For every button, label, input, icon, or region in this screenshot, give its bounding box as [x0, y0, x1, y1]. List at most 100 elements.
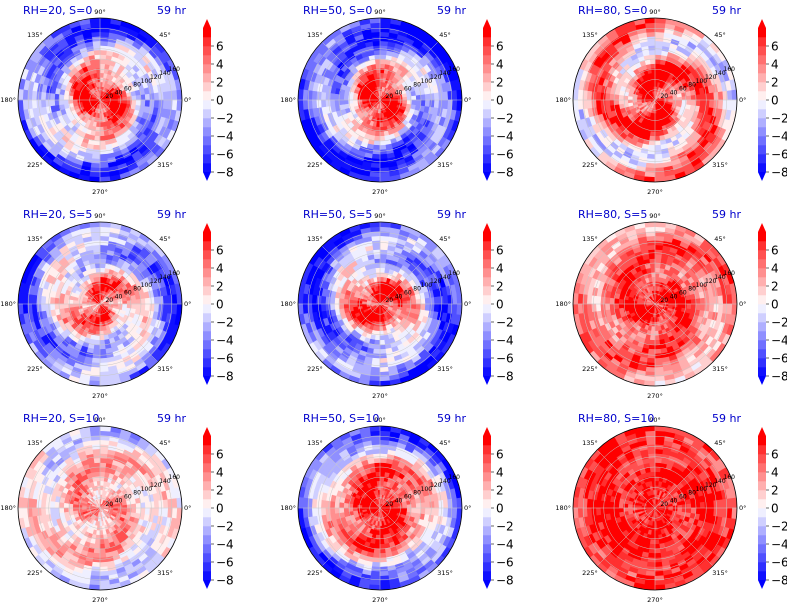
field-cell: [18, 292, 24, 305]
field-cell: [149, 303, 155, 312]
field-cell: [99, 140, 107, 146]
field-cell: [406, 99, 413, 105]
field-cell: [93, 348, 101, 355]
field-cell: [153, 99, 160, 109]
field-cell: [379, 285, 383, 291]
polar-grid: [297, 17, 463, 183]
field-cell: [99, 144, 107, 151]
field-cell: [402, 99, 408, 104]
field-cell: [91, 153, 101, 160]
field-cell: [140, 303, 146, 311]
field-cell: [49, 297, 56, 305]
field-cell: [94, 339, 101, 346]
field-cell: [97, 317, 101, 323]
field-cell: [373, 258, 381, 264]
field-cell: [429, 296, 435, 305]
field-cell: [646, 40, 656, 47]
angle-tick-label: 180°: [0, 300, 16, 308]
field-cell: [708, 91, 715, 101]
radial-tick-label: 60: [679, 85, 687, 92]
field-cell: [654, 285, 658, 291]
angular-gridline: [99, 41, 159, 101]
field-cell: [372, 45, 381, 51]
polar-frame: [17, 17, 183, 183]
field-cell: [379, 348, 387, 355]
colorbar-segment: [203, 145, 211, 155]
radial-tick-label: 20: [105, 297, 113, 304]
field-cell: [334, 303, 340, 311]
angular-gridline: [99, 99, 159, 159]
colorbar-tick-label: 0: [771, 94, 779, 108]
colorbar-segment: [203, 241, 211, 251]
colorbar-tick-label: 2: [771, 76, 779, 90]
field-cell: [379, 63, 386, 69]
angle-tick-label: 90°: [649, 8, 661, 16]
radial-tick-label: 20: [385, 93, 393, 100]
angular-gridline: [596, 99, 656, 159]
field-cell: [72, 96, 78, 101]
colorbar-segment: [483, 127, 491, 137]
field-cell: [379, 267, 386, 273]
field-cell: [96, 326, 101, 332]
colorbar-tick-label: −8: [496, 370, 514, 384]
field-cell: [45, 92, 51, 101]
field-cell: [329, 303, 336, 311]
polar-grid: [572, 17, 738, 183]
colorbar-tick-label: 0: [216, 94, 224, 108]
field-cell: [91, 40, 101, 47]
field-cell: [609, 93, 615, 101]
field-cell: [298, 292, 304, 305]
radial-tick-label: 140: [714, 70, 726, 77]
field-cell: [99, 40, 109, 47]
field-cell: [379, 262, 386, 269]
angular-gridline: [379, 303, 439, 363]
colorbar-segment: [203, 136, 211, 146]
field-cell: [379, 49, 387, 56]
field-cell: [334, 93, 340, 101]
field-cell: [99, 244, 109, 251]
field-cell: [372, 249, 381, 255]
field-cell: [153, 91, 160, 101]
field-cell: [140, 93, 146, 101]
colorbar-segment: [203, 250, 211, 260]
field-cell: [379, 54, 387, 60]
colorbar-segment: [483, 322, 491, 332]
field-cell: [320, 295, 327, 305]
radial-tick-label: 160: [449, 270, 461, 277]
field-cell: [677, 303, 683, 308]
field-cell: [371, 357, 381, 364]
angular-gridline: [41, 245, 101, 305]
polar-frame: [297, 17, 463, 183]
field-cell: [663, 99, 669, 103]
panel-title: RH=80, S=0: [578, 4, 647, 17]
colorbar-tick-label: −4: [216, 334, 234, 348]
colorbar-segment: [203, 118, 211, 128]
panel-title: RH=50, S=5: [303, 208, 372, 221]
field-cell: [379, 339, 386, 346]
radial-tick-label: 120: [430, 278, 442, 285]
field-cell: [433, 91, 440, 101]
field-cell: [67, 95, 74, 101]
angle-tick-label: 0°: [464, 96, 471, 104]
colorbar-tick-label: 2: [496, 76, 504, 90]
polar-panel: 2040608010012014016090°45°0°315°270°225°…: [0, 208, 233, 400]
field-cell: [352, 300, 358, 305]
angle-tick-label: 45°: [159, 235, 171, 243]
field-cell: [652, 113, 656, 119]
field-cell: [600, 99, 606, 108]
field-cell: [45, 296, 51, 305]
colorbar-segment: [203, 322, 211, 332]
colorbar-segment: [203, 313, 211, 323]
field-cell: [654, 54, 662, 60]
field-cell: [343, 298, 349, 305]
colorbar-segment: [203, 277, 211, 287]
field-cell: [99, 153, 109, 160]
radial-tick-label: 60: [124, 85, 132, 92]
field-cell: [420, 99, 426, 107]
colorbar-segment: [758, 100, 766, 110]
angle-tick-label: 0°: [184, 96, 191, 104]
colorbar-segment: [483, 145, 491, 155]
field-cell: [329, 99, 336, 107]
